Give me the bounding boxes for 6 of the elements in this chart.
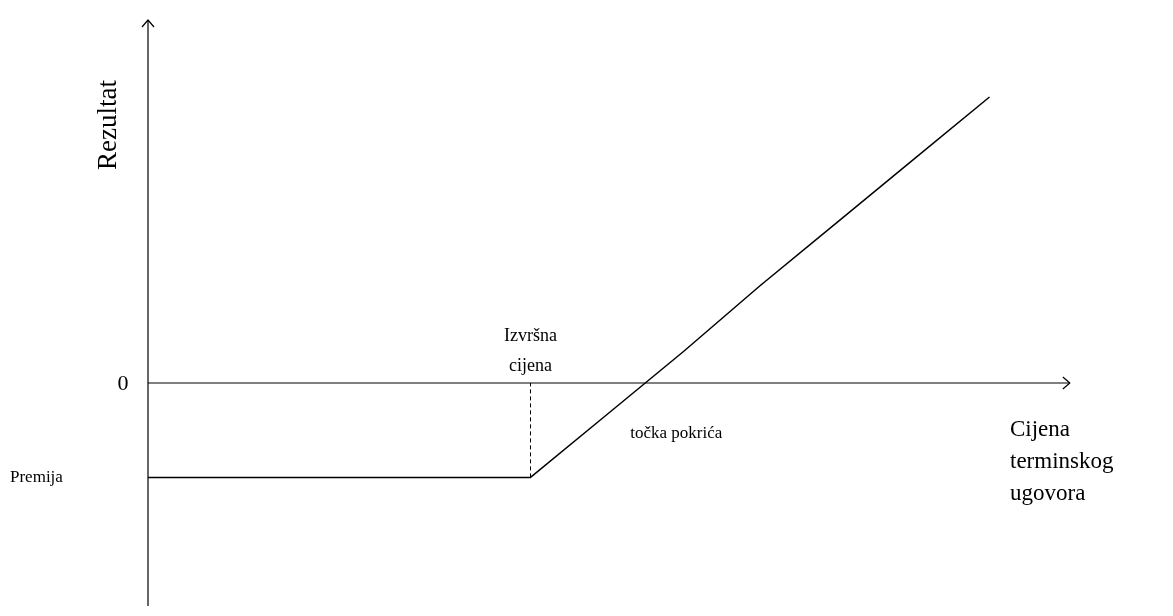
x-axis-title: Cijena terminskog ugovora (1010, 416, 1114, 505)
y-axis-title: Rezultat (92, 79, 122, 170)
text: Premija (10, 467, 64, 487)
annotation: točka pokrića (630, 423, 723, 442)
annotation: Izvršna cijena (504, 325, 557, 375)
text: 0 (117, 370, 129, 395)
